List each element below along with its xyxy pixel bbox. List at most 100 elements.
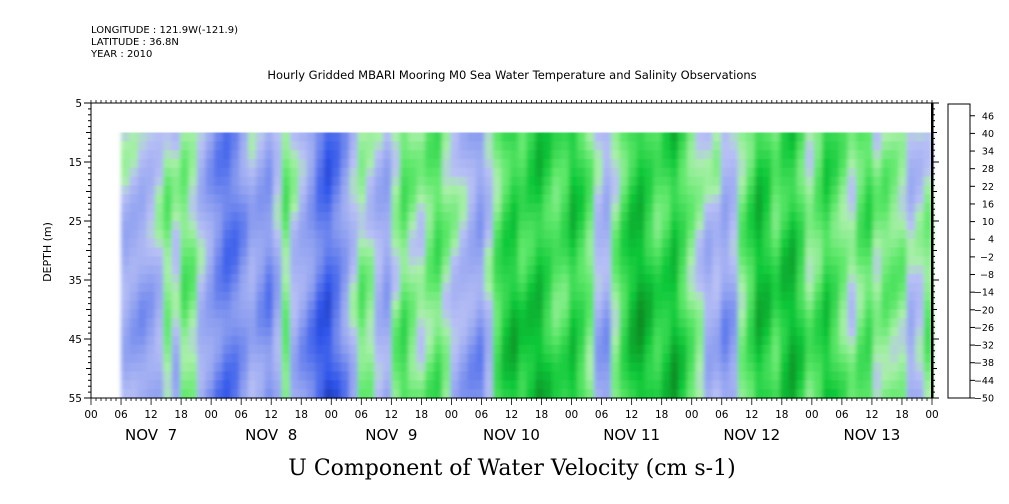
heatmap-cell (720, 371, 730, 381)
heatmap-cell (222, 344, 232, 355)
heatmap-cell (518, 150, 528, 160)
heatmap-cell (644, 159, 654, 169)
heatmap-cell (779, 327, 789, 337)
heatmap-cell (171, 309, 181, 319)
heatmap-cell (180, 274, 190, 284)
heatmap-cell (543, 141, 553, 151)
heatmap-cell (796, 212, 806, 222)
heatmap-cell (121, 221, 131, 231)
heatmap-cell (374, 194, 384, 204)
heatmap-cell (357, 167, 367, 178)
heatmap-cell (323, 274, 333, 284)
heatmap-cell (281, 344, 291, 355)
heatmap-cell (906, 229, 916, 240)
heatmap-cell (746, 300, 756, 311)
heatmap-cell (281, 194, 291, 204)
heatmap-cell (822, 247, 832, 257)
heatmap-cell (636, 132, 646, 142)
heatmap-cell (298, 132, 308, 142)
heatmap-cell (382, 238, 392, 249)
heatmap-cell (213, 176, 224, 187)
heatmap-cell (442, 353, 452, 364)
heatmap-cell (281, 212, 291, 222)
heatmap-cell (382, 336, 392, 346)
heatmap-cell (568, 318, 578, 328)
heatmap-cell (560, 150, 570, 160)
heatmap-cell (653, 389, 663, 399)
heatmap-cell (281, 282, 291, 293)
heatmap-cell (619, 291, 629, 302)
heatmap-cell (408, 221, 418, 231)
heatmap-cell (306, 229, 316, 240)
heatmap-cell (180, 282, 190, 293)
heatmap-cell (847, 318, 857, 328)
heatmap-cell (619, 336, 629, 346)
heatmap-cell (847, 362, 857, 373)
heatmap-cell (467, 353, 477, 364)
heatmap-cell (374, 282, 384, 293)
heatmap-cell (703, 185, 713, 196)
heatmap-cell (357, 389, 367, 399)
heatmap-cell (737, 327, 747, 337)
heatmap-cell (830, 150, 840, 160)
heatmap-cell (855, 291, 866, 302)
heatmap-cell (163, 256, 173, 266)
heatmap-cell (137, 327, 147, 337)
heatmap-cell (239, 362, 249, 373)
heatmap-cell (644, 336, 654, 346)
heatmap-cell (729, 389, 739, 399)
heatmap-cell (247, 274, 257, 284)
heatmap-cell (864, 212, 874, 222)
heatmap-cell (391, 300, 401, 311)
heatmap-cell (779, 185, 789, 196)
heatmap-cell (323, 221, 333, 231)
heatmap-cell (180, 336, 190, 346)
heatmap-cell (543, 256, 553, 266)
heatmap-cell (137, 256, 147, 266)
heatmap-cell (188, 212, 198, 222)
heatmap-cell (239, 344, 249, 355)
heatmap-cell (323, 132, 333, 142)
heatmap-cell (923, 141, 933, 151)
heatmap-cell (306, 282, 316, 293)
heatmap-cell (729, 318, 739, 328)
heatmap-cell (551, 247, 561, 257)
heatmap-cell (661, 344, 671, 355)
heatmap-cell (340, 274, 350, 284)
heatmap-cell (830, 265, 840, 275)
heatmap-cell (408, 167, 418, 178)
heatmap-cell (915, 159, 925, 169)
heatmap-cell (670, 362, 680, 373)
heatmap-cell (163, 159, 173, 169)
heatmap-cell (661, 318, 671, 328)
heatmap-cell (779, 194, 789, 204)
heatmap-cell (213, 309, 224, 319)
heatmap-cell (289, 318, 300, 328)
heatmap-cell (805, 167, 815, 178)
heatmap-cell (822, 256, 832, 266)
heatmap-cell (146, 300, 156, 311)
heatmap-cell (180, 229, 190, 240)
heatmap-cell (585, 327, 595, 337)
heatmap-cell (602, 141, 612, 151)
heatmap-cell (560, 167, 570, 178)
heatmap-cell (526, 336, 536, 346)
heatmap-cell (188, 185, 198, 196)
y-tick-label: 35 (69, 275, 82, 287)
heatmap-cell (484, 167, 494, 178)
heatmap-cell (670, 274, 680, 284)
colorbar-frame (947, 103, 971, 399)
heatmap-cell (222, 256, 232, 266)
heatmap-cell (197, 389, 207, 399)
heatmap-cell (349, 336, 359, 346)
heatmap-cell (222, 327, 232, 337)
heatmap-cell (518, 380, 528, 390)
colorbar-label: −14 (974, 288, 994, 299)
heatmap-cell (805, 141, 815, 151)
heatmap-cell (610, 141, 621, 151)
heatmap-cell (391, 159, 401, 169)
heatmap-cell (306, 371, 316, 381)
heatmap-cell (898, 221, 908, 231)
heatmap-cell (256, 212, 266, 222)
heatmap-cell (881, 229, 891, 240)
